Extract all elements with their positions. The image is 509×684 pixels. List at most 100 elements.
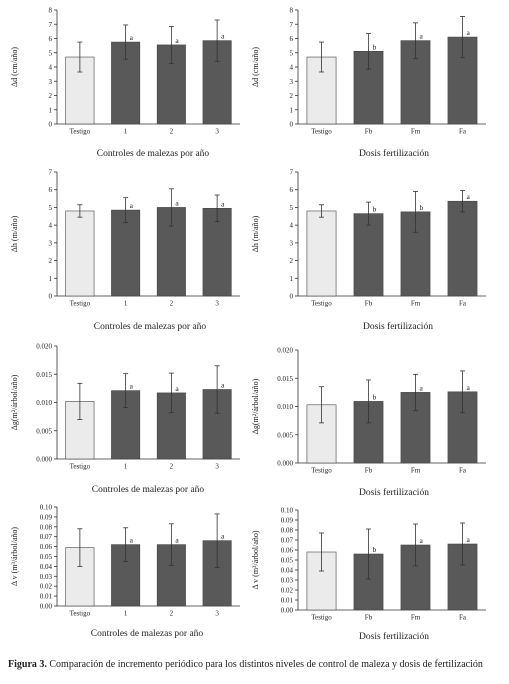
y-tick-label: 0.020 bbox=[277, 347, 293, 355]
significance-letter: a bbox=[175, 384, 179, 393]
x-tick-label: Fm bbox=[411, 128, 421, 136]
chart-panel-3: 0 1 2 3 4 5 6 7 Δh (m/año) Testigo a 1 a 2 a 3 Controles… bbox=[10, 169, 240, 332]
y-tick-label: 0.01 bbox=[281, 597, 294, 605]
x-tick-label: Fb bbox=[365, 300, 373, 308]
y-tick-label: 5 bbox=[49, 49, 53, 57]
y-tick-label: 0 bbox=[290, 293, 294, 301]
y-tick-label: 0.10 bbox=[281, 507, 294, 515]
y-tick-label: 8 bbox=[290, 7, 294, 15]
y-tick-label: 0.08 bbox=[281, 527, 294, 535]
x-tick-label: 2 bbox=[170, 610, 174, 618]
significance-letter: a bbox=[175, 198, 179, 207]
y-tick-label: 0.03 bbox=[281, 577, 294, 585]
chart-panel-1: 0 1 2 3 4 5 6 7 8 Δd (cm/año) Testigo a 1 a 2 a 3 Control… bbox=[10, 7, 240, 159]
chart-panel-2: 0 1 2 3 4 5 6 7 8 Δd (cm/año) Testigo b Fb a Fm a Fa Dosi… bbox=[251, 7, 486, 159]
y-tick-label: 0.02 bbox=[281, 587, 294, 595]
x-tick-label: Fa bbox=[459, 614, 467, 622]
y-tick-label: 0.06 bbox=[281, 547, 294, 555]
significance-letter: a bbox=[130, 536, 134, 545]
y-tick-label: 2 bbox=[49, 257, 53, 265]
x-tick-label: Testigo bbox=[70, 128, 91, 136]
x-tick-label: 1 bbox=[124, 463, 128, 471]
y-axis-label: Δd (cm/año) bbox=[10, 47, 19, 87]
x-tick-label: 3 bbox=[215, 128, 219, 136]
y-tick-label: 0.05 bbox=[40, 553, 53, 561]
y-tick-label: 7 bbox=[49, 169, 53, 177]
significance-letter: b bbox=[373, 545, 377, 554]
significance-letter: a bbox=[221, 381, 225, 390]
x-axis-label: Controles de malezas por año bbox=[91, 629, 204, 639]
y-tick-label: 5 bbox=[49, 204, 53, 212]
bar bbox=[202, 208, 232, 297]
bar bbox=[447, 200, 478, 297]
bar bbox=[65, 210, 95, 297]
y-tick-label: 0.005 bbox=[277, 431, 293, 439]
y-tick-label: 4 bbox=[49, 64, 53, 72]
x-tick-label: 3 bbox=[215, 300, 219, 308]
y-tick-label: 7 bbox=[49, 21, 53, 29]
significance-letter: a bbox=[420, 32, 424, 41]
y-tick-label: 7 bbox=[290, 169, 294, 177]
y-axis-label: Δg(m²/árbol/año) bbox=[251, 378, 260, 434]
x-tick-label: Testigo bbox=[70, 300, 91, 308]
x-tick-label: Fb bbox=[365, 614, 373, 622]
y-tick-label: 4 bbox=[290, 222, 294, 230]
y-tick-label: 0.09 bbox=[40, 513, 53, 521]
y-tick-label: 0.000 bbox=[36, 456, 52, 464]
y-tick-label: 0.010 bbox=[277, 403, 293, 411]
significance-letter: a bbox=[175, 536, 179, 545]
y-tick-label: 0.010 bbox=[36, 399, 52, 407]
y-tick-label: 3 bbox=[290, 78, 294, 86]
y-tick-label: 8 bbox=[49, 7, 53, 15]
y-tick-label: 0.000 bbox=[277, 460, 293, 468]
y-tick-label: 0.00 bbox=[40, 603, 53, 611]
y-tick-label: 0.09 bbox=[281, 517, 294, 525]
significance-letter: a bbox=[467, 28, 471, 37]
y-tick-label: 1 bbox=[49, 275, 53, 283]
significance-letter: a bbox=[420, 383, 424, 392]
y-tick-label: 7 bbox=[290, 21, 294, 29]
y-tick-label: 1 bbox=[290, 275, 294, 283]
y-tick-label: 0.020 bbox=[36, 343, 52, 351]
x-tick-label: 3 bbox=[215, 463, 219, 471]
y-tick-label: 6 bbox=[49, 35, 53, 43]
significance-letter: a bbox=[467, 383, 471, 392]
y-axis-label: Δ v (m³/árbol/año) bbox=[10, 527, 19, 586]
chart-panel-8: 0.00 0.01 0.02 0.03 0.04 0.05 0.06 0.07 0.08 0.09… bbox=[251, 507, 486, 642]
significance-letter: b bbox=[420, 203, 424, 212]
chart-panel-5: 0.000 0.005 0.010 0.015 0.020 Δg(m²/árbol/año… bbox=[10, 343, 240, 495]
y-tick-label: 3 bbox=[49, 239, 53, 247]
y-tick-label: 2 bbox=[49, 92, 53, 100]
bar bbox=[353, 213, 384, 297]
y-tick-label: 6 bbox=[290, 35, 294, 43]
y-axis-label: Δh (m/año) bbox=[10, 215, 19, 252]
x-tick-label: Testigo bbox=[311, 300, 332, 308]
chart-panel-6: 0.000 0.005 0.010 0.015 0.020 Δg(m²/árbol/año… bbox=[251, 347, 486, 498]
significance-letter: a bbox=[130, 201, 134, 210]
y-tick-label: 0.10 bbox=[40, 504, 53, 512]
y-tick-label: 2 bbox=[290, 257, 294, 265]
y-tick-label: 0.00 bbox=[281, 607, 294, 615]
x-tick-label: 1 bbox=[124, 610, 128, 618]
x-axis-label: Dosis fertilización bbox=[359, 148, 429, 159]
caption-text: Comparación de incremento periódico para… bbox=[49, 659, 483, 670]
y-tick-label: 0.015 bbox=[277, 375, 293, 383]
x-tick-label: 1 bbox=[124, 300, 128, 308]
x-tick-label: 2 bbox=[170, 463, 174, 471]
y-tick-label: 1 bbox=[290, 106, 294, 114]
y-tick-label: 4 bbox=[290, 64, 294, 72]
x-axis-label: Controles de malezas por año bbox=[92, 485, 205, 495]
y-tick-label: 0.01 bbox=[40, 593, 53, 601]
significance-letter: a bbox=[175, 36, 179, 45]
y-tick-label: 0.005 bbox=[36, 427, 52, 435]
bar bbox=[202, 40, 232, 125]
significance-letter: a bbox=[221, 199, 225, 208]
significance-letter: a bbox=[221, 532, 225, 541]
y-tick-label: 0 bbox=[290, 121, 294, 129]
y-axis-label: Δd (cm/año) bbox=[251, 47, 260, 87]
significance-letter: a bbox=[130, 33, 134, 42]
x-tick-label: Fm bbox=[411, 300, 421, 308]
x-axis-label: Controles de malezas por año bbox=[97, 149, 210, 159]
x-tick-label: Testigo bbox=[311, 614, 332, 622]
x-tick-label: Testigo bbox=[70, 463, 91, 471]
